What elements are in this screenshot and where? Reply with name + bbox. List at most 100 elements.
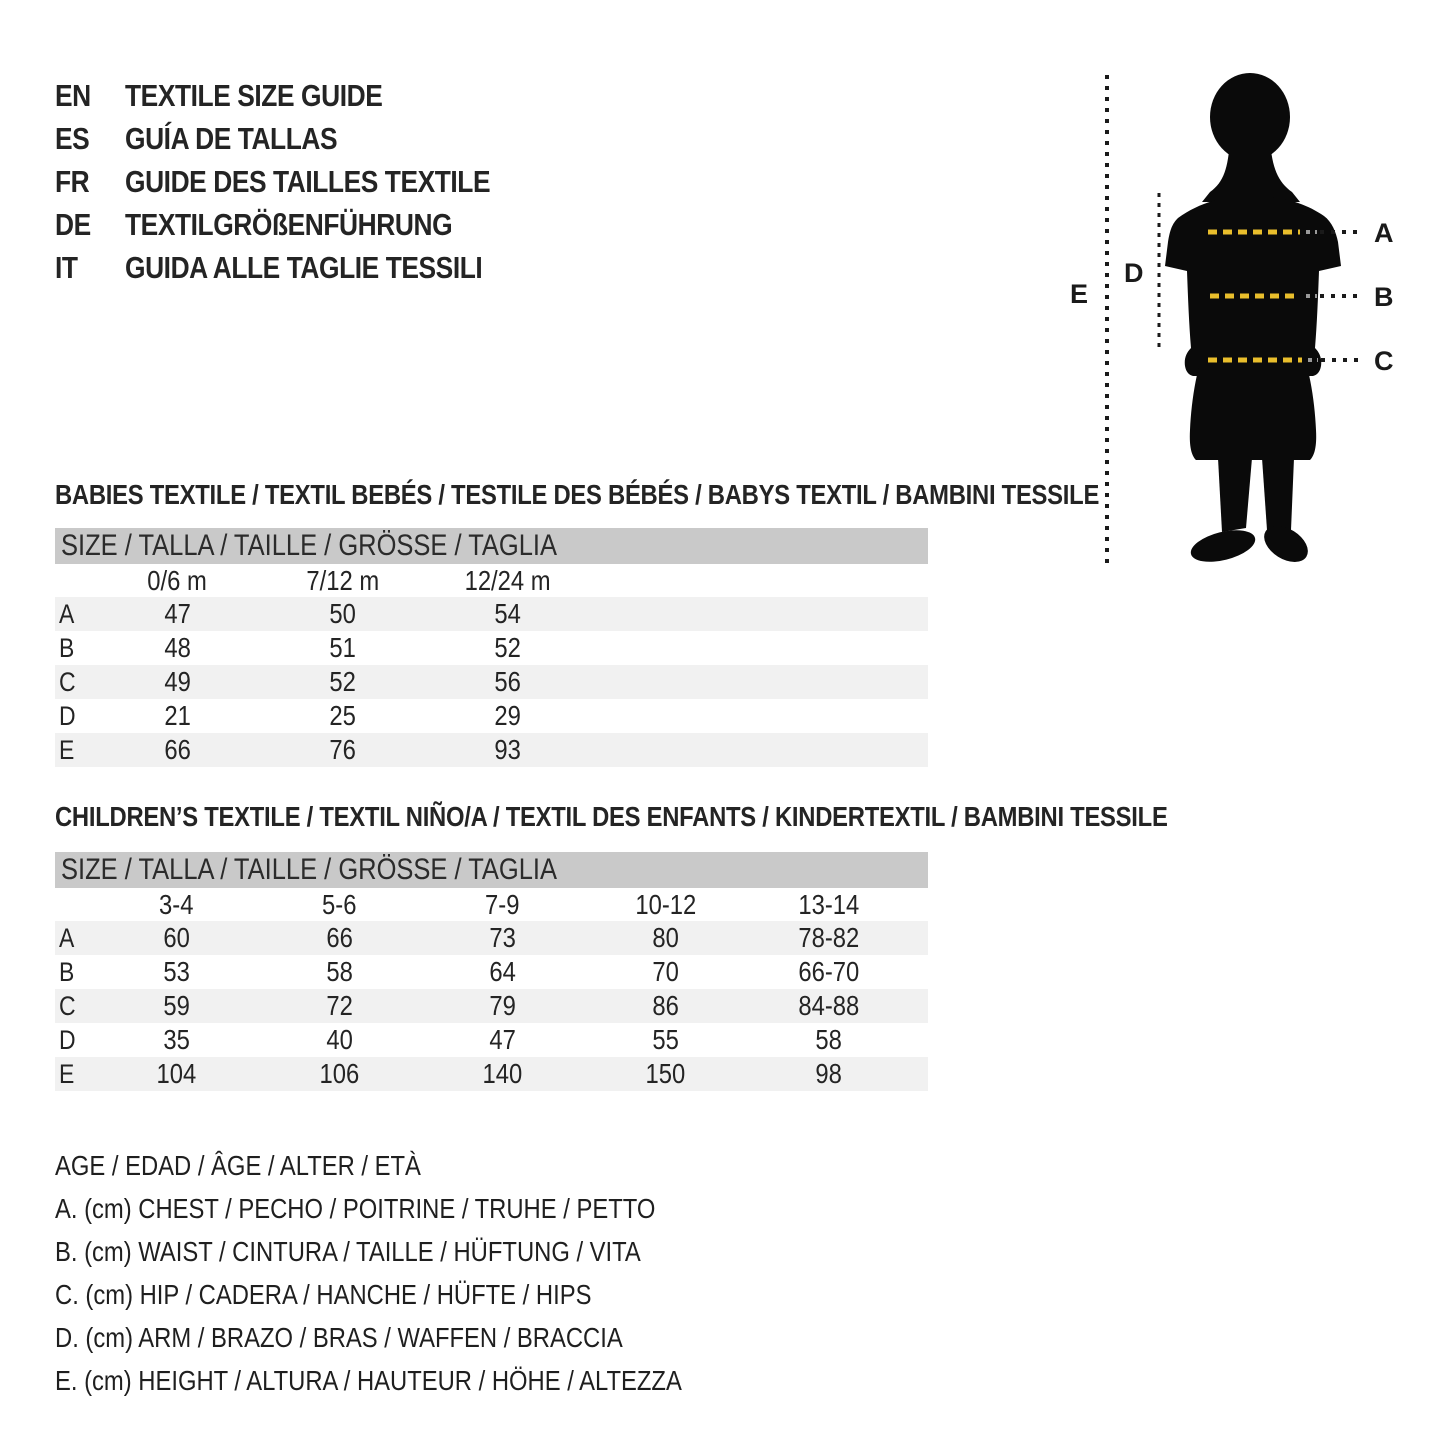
cell: 52 (260, 666, 425, 698)
cell-text: 140 (482, 1058, 523, 1089)
cell: 50 (260, 598, 425, 630)
cell: 47 (421, 1024, 584, 1056)
table-row: A 47 50 54 (55, 597, 928, 631)
cell-text: 47 (489, 1024, 516, 1055)
cell-text: 56 (494, 666, 521, 697)
children-col-10-12: 10-12 (584, 889, 747, 921)
cell-text: 29 (494, 700, 521, 731)
silhouette-left-foot (1190, 530, 1256, 562)
cell-text: 70 (652, 956, 679, 987)
lang-code-fr: FR (55, 164, 125, 200)
cell: 73 (421, 922, 584, 954)
cell: 66 (95, 734, 260, 766)
cell-text: 59 (163, 990, 190, 1021)
legend-line-age: AGE / EDAD / ÂGE / ALTER / ETÀ (55, 1144, 792, 1187)
legend-line-hip: C. (cm) HIP / CADERA / HANCHE / HÜFTE / … (55, 1273, 792, 1316)
cell: 86 (584, 990, 747, 1022)
cell-text: 84-88 (798, 990, 859, 1021)
cell: 64 (421, 956, 584, 988)
children-section-title: CHILDREN’S TEXTILE / TEXTIL NIÑO/A / TEX… (55, 801, 1364, 833)
cell-text: 60 (163, 922, 190, 953)
marker-label-c: C (1374, 346, 1394, 376)
lang-row-fr: FR GUIDE DES TAILLES TEXTILE (55, 160, 555, 203)
cell-text: 64 (489, 956, 516, 987)
babies-section-title: BABIES TEXTILE / TEXTIL BEBÉS / TESTILE … (55, 479, 1283, 511)
table-row: D 35 40 47 55 58 (55, 1023, 928, 1057)
cell: 66 (258, 922, 421, 954)
cell: 76 (260, 734, 425, 766)
cell: 150 (584, 1058, 747, 1090)
babies-column-header-row: 0/6 m 7/12 m 12/24 m (55, 564, 928, 597)
cell-text: 40 (326, 1024, 353, 1055)
lang-code-es: ES (55, 121, 125, 157)
row-label-text: B (59, 632, 75, 663)
lang-title-it: GUIDA ALLE TAGLIE TESSILI (125, 249, 483, 285)
children-size-header-text: SIZE / TALLA / TAILLE / GRÖSSE / TAGLIA (61, 853, 558, 886)
row-label-text: C (59, 990, 76, 1021)
cell-text: 66 (326, 922, 353, 953)
measurement-legend: AGE / EDAD / ÂGE / ALTER / ETÀ A. (cm) C… (55, 1144, 792, 1402)
cell-text: 51 (329, 632, 356, 663)
cell-text: 47 (164, 598, 191, 629)
cell-text: 72 (326, 990, 353, 1021)
children-col-13-14: 13-14 (747, 889, 910, 921)
babies-size-table: SIZE / TALLA / TAILLE / GRÖSSE / TAGLIA … (55, 528, 928, 767)
cell-text: 50 (329, 598, 356, 629)
row-label: A (55, 923, 95, 954)
legend-line-arm: D. (cm) ARM / BRAZO / BRAS / WAFFEN / BR… (55, 1316, 792, 1359)
legend-line-height-text: E. (cm) HEIGHT / ALTURA / HAUTEUR / HÖHE… (55, 1364, 682, 1396)
cell-text: 52 (329, 666, 356, 697)
cell: 93 (425, 734, 590, 766)
row-label: C (55, 667, 95, 698)
cell-text: 25 (329, 700, 356, 731)
row-label-text: A (59, 922, 75, 953)
row-label: E (55, 1059, 95, 1090)
children-size-header-bar: SIZE / TALLA / TAILLE / GRÖSSE / TAGLIA (55, 852, 928, 888)
babies-size-header-text: SIZE / TALLA / TAILLE / GRÖSSE / TAGLIA (61, 529, 558, 562)
cell-text: 58 (326, 956, 353, 987)
lang-code-it-text: IT (55, 249, 78, 285)
lang-code-it: IT (55, 250, 125, 286)
lang-title-es: GUÍA DE TALLAS (125, 120, 338, 156)
babies-size-header-bar: SIZE / TALLA / TAILLE / GRÖSSE / TAGLIA (55, 528, 928, 564)
table-row: E 104 106 140 150 98 (55, 1057, 928, 1091)
lang-row-de: DE TEXTILGRÖßENFÜHRUNG (55, 203, 555, 246)
silhouette-left-leg (1218, 458, 1252, 532)
cell: 84-88 (747, 990, 910, 1022)
lang-row-es: ES GUÍA DE TALLAS (55, 117, 555, 160)
table-row: D 21 25 29 (55, 699, 928, 733)
marker-label-e: E (1070, 279, 1088, 309)
cell: 51 (260, 632, 425, 664)
row-label: B (55, 633, 95, 664)
legend-line-chest: A. (cm) CHEST / PECHO / POITRINE / TRUHE… (55, 1187, 792, 1230)
cell-text: 66 (164, 734, 191, 765)
language-title-list: EN TEXTILE SIZE GUIDE ES GUÍA DE TALLAS … (55, 74, 555, 289)
babies-col-7-12m-text: 7/12 m (306, 564, 379, 596)
legend-line-height: E. (cm) HEIGHT / ALTURA / HAUTEUR / HÖHE… (55, 1359, 792, 1402)
cell: 54 (425, 598, 590, 630)
children-col-5-6-text: 5-6 (322, 888, 357, 920)
lang-row-en: EN TEXTILE SIZE GUIDE (55, 74, 555, 117)
cell: 52 (425, 632, 590, 664)
cell-text: 79 (489, 990, 516, 1021)
legend-line-waist: B. (cm) WAIST / CINTURA / TAILLE / HÜFTU… (55, 1230, 792, 1273)
row-label-text: E (59, 734, 75, 765)
row-label-text: C (59, 666, 76, 697)
silhouette-shorts (1189, 362, 1317, 460)
silhouette-neck (1202, 140, 1300, 202)
child-silhouette-figure: E D A B C (1070, 73, 1394, 570)
marker-label-d: D (1124, 258, 1144, 288)
cell: 21 (95, 700, 260, 732)
table-row: A 60 66 73 80 78-82 (55, 921, 928, 955)
lang-code-es-text: ES (55, 120, 90, 156)
marker-label-b: B (1374, 282, 1394, 312)
lang-title-en: TEXTILE SIZE GUIDE (125, 77, 383, 113)
cell: 58 (258, 956, 421, 988)
silhouette-right-leg (1262, 458, 1294, 530)
cell-text: 66-70 (798, 956, 859, 987)
marker-label-a: A (1374, 218, 1394, 248)
babies-col-12-24m-text: 12/24 m (464, 564, 551, 596)
lang-title-fr: GUIDE DES TAILLES TEXTILE (125, 163, 491, 199)
cell: 78-82 (747, 922, 910, 954)
